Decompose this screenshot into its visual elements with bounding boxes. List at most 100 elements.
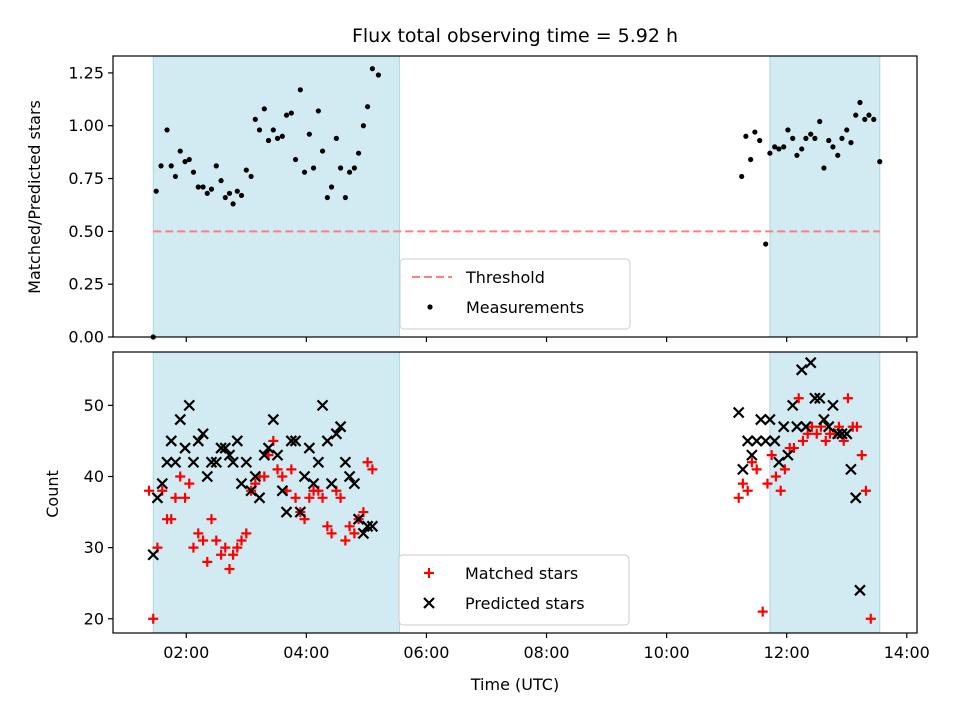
data-point	[856, 450, 867, 461]
data-point	[205, 456, 218, 469]
data-point	[367, 464, 378, 475]
data-point	[326, 528, 337, 539]
data-point	[144, 485, 155, 496]
data-point	[292, 156, 299, 163]
data-point	[183, 399, 196, 412]
data-point	[298, 470, 311, 483]
data-point	[793, 393, 804, 404]
axes-frame	[112, 55, 918, 338]
data-point	[294, 506, 307, 518]
data-point	[169, 456, 182, 469]
data-point	[201, 470, 214, 483]
data-point	[752, 129, 758, 135]
data-point	[826, 137, 832, 144]
y-tick-label: 30	[84, 538, 104, 557]
data-point	[219, 442, 232, 454]
data-point	[346, 169, 353, 175]
data-point	[228, 549, 239, 560]
y-tick-label: 1.00	[68, 116, 104, 135]
data-point	[193, 528, 204, 539]
data-point	[360, 123, 366, 129]
data-point	[806, 421, 817, 432]
series-predicted-stars	[147, 356, 866, 597]
x-tick-label: 12:00	[764, 643, 810, 662]
data-point	[337, 165, 344, 171]
data-point	[243, 167, 249, 173]
data-point	[271, 449, 284, 461]
data-point	[361, 520, 374, 533]
data-point	[324, 194, 330, 201]
data-point	[764, 413, 776, 426]
data-point	[231, 435, 244, 447]
data-point	[820, 435, 831, 446]
data-point	[280, 506, 293, 518]
data-point	[362, 457, 373, 468]
data-point	[276, 484, 289, 497]
data-point	[274, 135, 281, 141]
data-point	[768, 435, 781, 447]
data-point	[166, 514, 177, 525]
data-point	[172, 173, 179, 180]
data-point	[175, 471, 186, 482]
data-point	[809, 392, 821, 405]
y-tick-label: 0.75	[68, 169, 104, 188]
data-point	[208, 186, 215, 192]
data-point	[802, 428, 813, 439]
data-point	[794, 152, 800, 158]
data-point	[860, 485, 871, 496]
data-point	[259, 471, 270, 482]
data-point	[773, 456, 785, 469]
legend-label: Matched stars	[465, 564, 578, 583]
data-point	[742, 485, 753, 496]
data-point	[334, 420, 347, 433]
data-point	[853, 112, 859, 118]
data-point	[319, 148, 326, 154]
data-point	[854, 584, 866, 597]
data-point	[147, 548, 160, 561]
legend: Threshold Measurements	[399, 258, 631, 330]
data-point	[164, 127, 170, 133]
data-point	[261, 106, 267, 112]
data-point	[258, 449, 271, 461]
data-point	[364, 104, 371, 110]
data-point	[148, 613, 159, 624]
data-point	[844, 127, 850, 133]
data-point	[781, 144, 787, 150]
data-point	[357, 527, 370, 540]
data-point	[791, 420, 803, 433]
data-point	[232, 542, 243, 553]
legend-label: Measurements	[466, 298, 584, 317]
data-point	[342, 194, 348, 201]
data-point	[779, 464, 790, 475]
data-point	[743, 133, 749, 139]
data-point	[333, 135, 339, 141]
data-point	[788, 443, 799, 454]
data-point	[840, 428, 853, 440]
data-point	[851, 421, 862, 432]
data-point	[304, 492, 315, 503]
data-point	[253, 492, 266, 504]
data-point	[210, 456, 223, 469]
data-point	[180, 492, 191, 503]
data-point	[277, 471, 288, 482]
data-point	[343, 470, 356, 483]
legend: Matched stars Predicted stars	[398, 554, 630, 626]
data-point	[757, 606, 768, 617]
data-point	[227, 456, 239, 469]
data-point	[755, 413, 767, 426]
data-point	[811, 428, 822, 439]
data-point	[750, 435, 763, 447]
data-point	[800, 420, 812, 433]
y-tick-label: 0.50	[68, 222, 104, 241]
data-point	[249, 470, 262, 483]
y-tick-label: 0.25	[68, 275, 104, 294]
data-point	[198, 535, 209, 546]
data-point	[224, 563, 235, 574]
data-point	[763, 241, 769, 247]
data-point	[192, 435, 205, 447]
data-point	[866, 112, 872, 118]
x-axis-label: Time (UTC)	[470, 675, 559, 694]
data-point	[766, 450, 777, 461]
data-point	[272, 464, 283, 475]
